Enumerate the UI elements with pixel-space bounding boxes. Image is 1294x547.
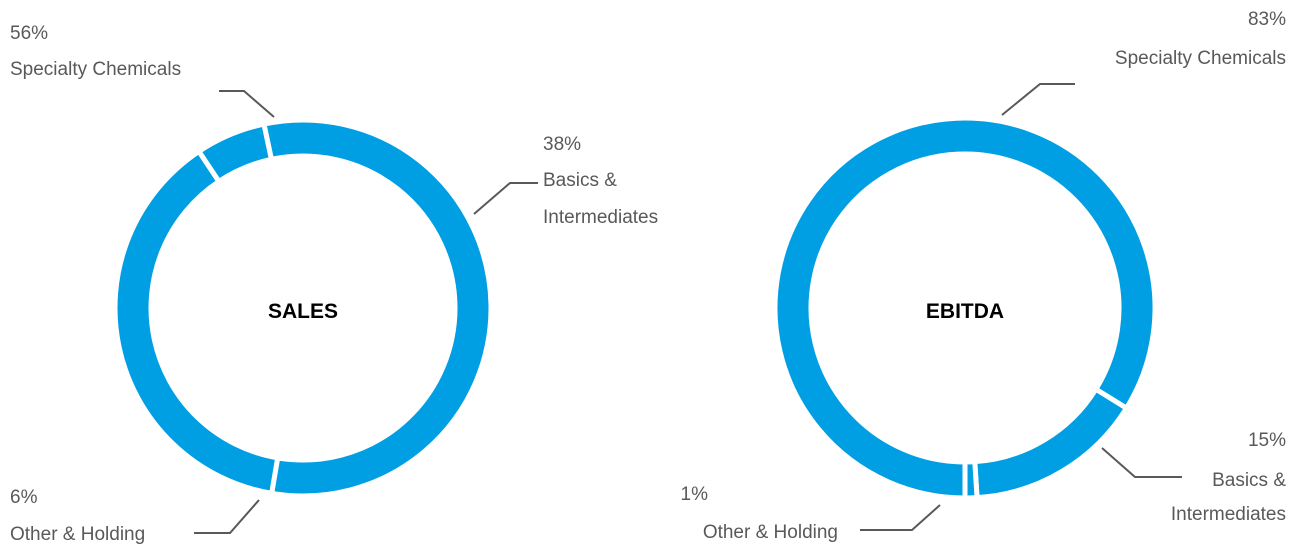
ebitda-donut: EBITDA 83% Specialty Chemicals 15% Basic… xyxy=(681,9,1287,543)
sales-segment-basics xyxy=(112,147,281,497)
ebitda-segment-specialty xyxy=(772,115,1158,501)
sales-basics-value: 38% xyxy=(543,134,581,155)
ebitda-segment-other xyxy=(962,459,980,501)
ebitda-center-title: EBITDA xyxy=(926,300,1004,323)
sales-segments xyxy=(112,117,494,499)
sales-other-label: Other & Holding xyxy=(10,524,145,545)
ebitda-specialty-label: Specialty Chemicals xyxy=(1115,48,1286,69)
sales-donut: SALES 56% Specialty Chemicals 38% Basics… xyxy=(10,23,658,545)
sales-basics-label-line2: Intermediates xyxy=(543,207,658,228)
ebitda-segments xyxy=(772,115,1158,501)
ebitda-specialty-leader xyxy=(1001,83,1075,116)
sales-basics-leader xyxy=(473,182,538,215)
ebitda-basics-leader xyxy=(1101,447,1182,478)
ebitda-specialty-value: 83% xyxy=(1248,9,1286,30)
sales-center-title: SALES xyxy=(268,300,338,323)
sales-specialty-leader xyxy=(219,90,275,118)
ebitda-other-leader xyxy=(860,504,941,531)
ebitda-other-label: Other & Holding xyxy=(703,522,838,543)
ebitda-segment-basics xyxy=(972,385,1130,501)
ebitda-basics-value: 15% xyxy=(1248,430,1286,451)
sales-other-leader xyxy=(194,499,260,534)
sales-specialty-value: 56% xyxy=(10,23,48,44)
sales-segment-specialty xyxy=(260,117,494,499)
ebitda-other-value: 1% xyxy=(681,484,709,505)
ebitda-basics-label-line2: Intermediates xyxy=(1171,504,1286,525)
sales-specialty-label: Specialty Chemicals xyxy=(10,59,181,80)
sales-basics-label-line1: Basics & xyxy=(543,170,617,191)
sales-other-value: 6% xyxy=(10,487,38,508)
ebitda-basics-label-line1: Basics & xyxy=(1212,470,1286,491)
sales-segment-other xyxy=(195,121,275,185)
